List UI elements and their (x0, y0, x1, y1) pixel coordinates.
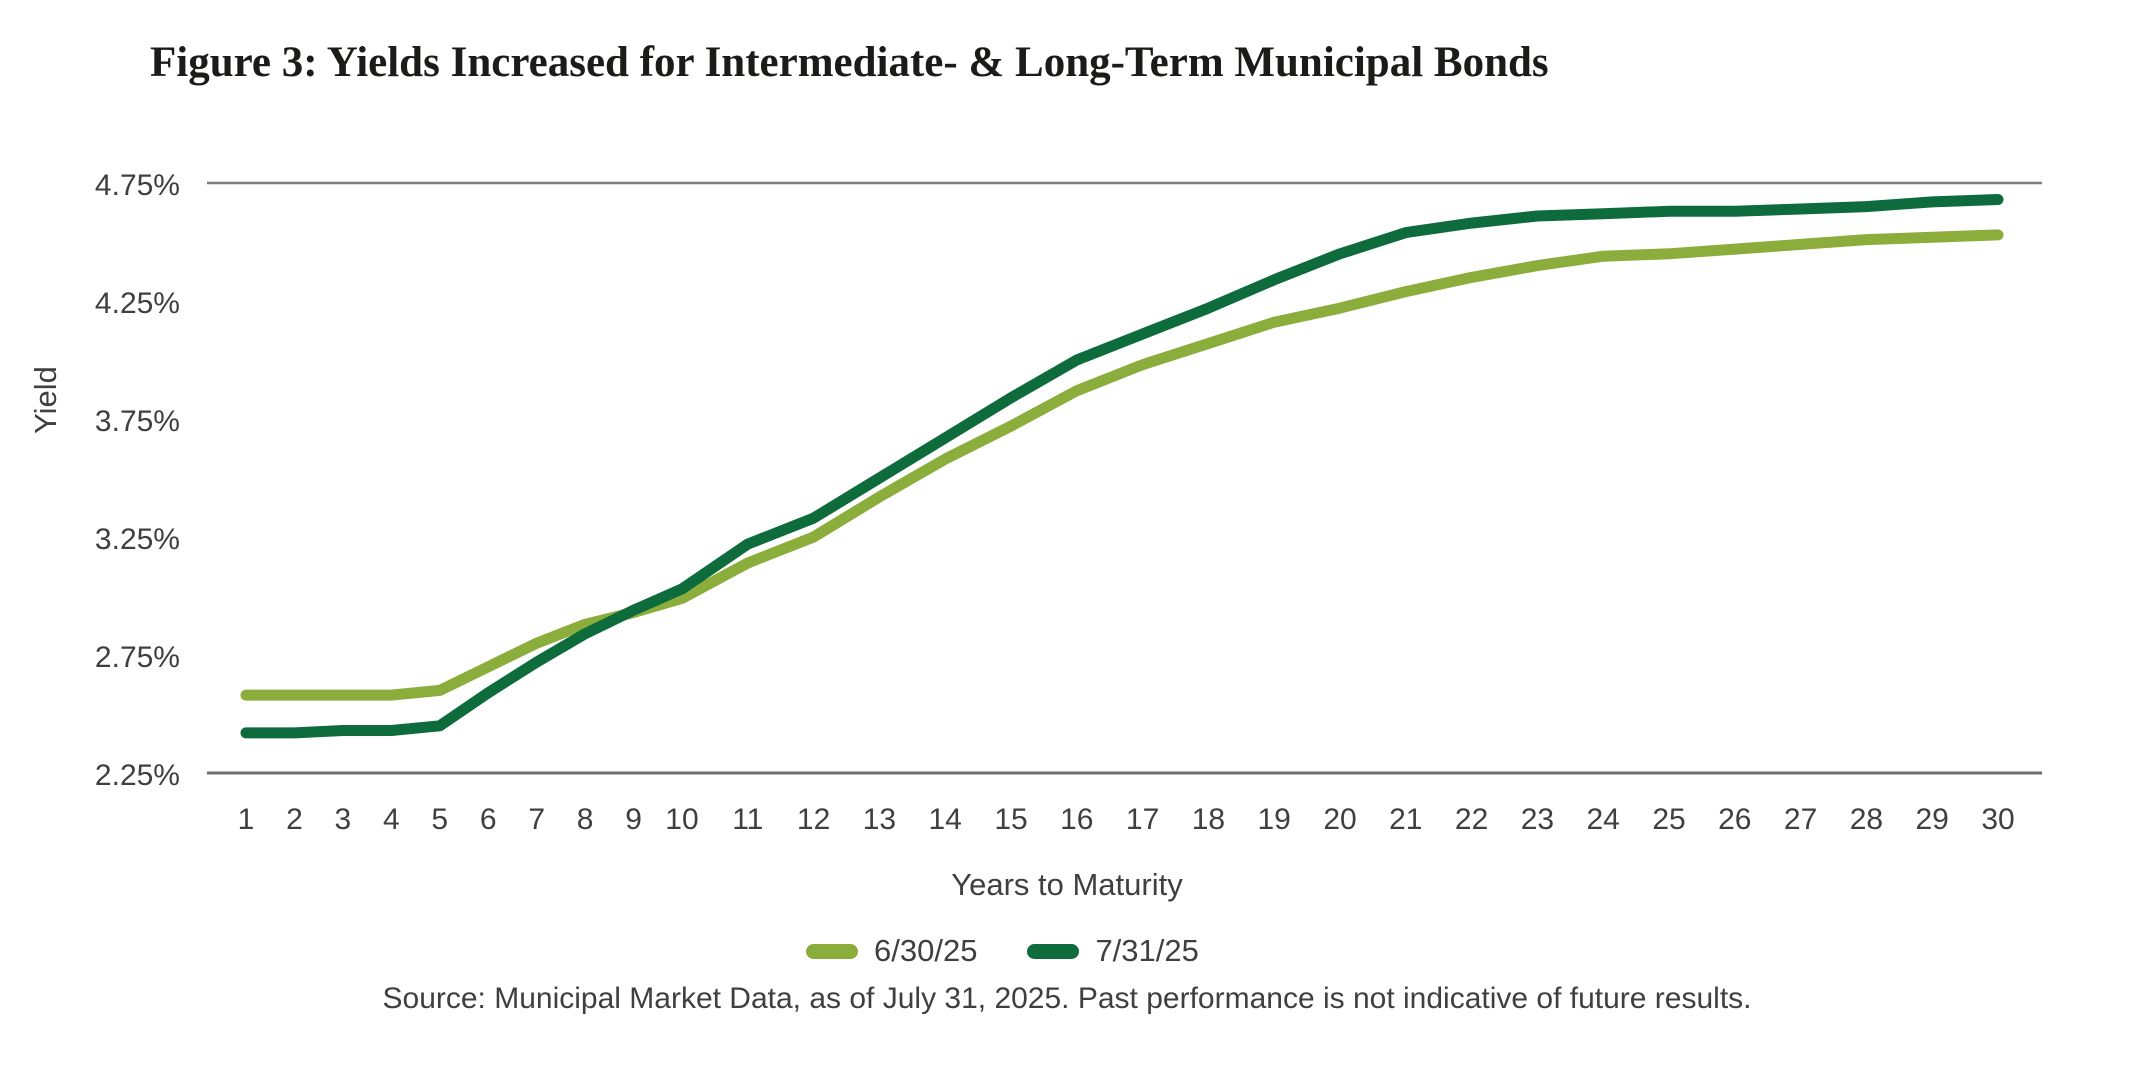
x-tick-label: 22 (1454, 803, 1489, 836)
x-tick-label: 16 (1060, 803, 1094, 836)
x-tick-label: 8 (576, 803, 594, 836)
x-tick-label: 21 (1389, 803, 1423, 836)
legend-item-6-30-25: 6/30/25 (806, 933, 977, 969)
x-tick-label: 27 (1783, 803, 1818, 836)
x-tick-label: 10 (665, 803, 699, 836)
x-tick-label: 1 (237, 803, 255, 836)
x-tick-label: 9 (625, 803, 642, 836)
y-axis-title: Yield (28, 366, 63, 434)
x-tick-label: 4 (382, 803, 400, 836)
x-tick-label: 30 (1981, 803, 2015, 836)
x-tick-label: 29 (1915, 803, 1949, 836)
x-tick-label: 11 (732, 803, 764, 836)
chart-title: Figure 3: Yields Increased for Intermedi… (150, 39, 1549, 86)
y-tick-label: 4.25% (94, 287, 180, 320)
y-tick-label: 4.75% (94, 169, 180, 202)
x-tick-label: 6 (479, 803, 497, 836)
source-attribution: Source: Municipal Market Data, as of Jul… (382, 982, 1752, 1015)
x-tick-label: 12 (796, 803, 831, 836)
y-tick-label: 2.75% (94, 641, 180, 674)
x-tick-label: 24 (1586, 803, 1620, 836)
x-tick-label: 14 (928, 803, 962, 836)
x-tick-label: 19 (1257, 803, 1291, 836)
y-tick-label: 3.25% (94, 523, 180, 556)
series-line-6-30-25 (240, 229, 2004, 701)
x-tick-label: 18 (1191, 803, 1226, 836)
legend-label-0: 6/30/25 (874, 933, 978, 968)
x-tick-label: 17 (1125, 803, 1160, 836)
legend: 6/30/25 7/31/25 (806, 928, 1199, 974)
x-tick-label: 7 (528, 803, 545, 836)
x-tick-label: 23 (1520, 803, 1555, 836)
x-tick-label: 3 (334, 803, 352, 836)
x-tick-label: 15 (994, 803, 1028, 836)
x-tick-label: 28 (1849, 803, 1884, 836)
legend-swatch-1 (1027, 943, 1080, 959)
x-tick-label: 13 (862, 803, 897, 836)
x-tick-label: 26 (1718, 803, 1752, 836)
x-tick-label: 20 (1323, 803, 1357, 836)
x-tick-label: 25 (1652, 803, 1686, 836)
y-tick-label: 3.75% (94, 405, 180, 438)
x-tick-label: 2 (286, 803, 303, 836)
legend-item-7-31-25: 7/31/25 (1027, 933, 1199, 969)
x-axis-title: Years to Maturity (951, 867, 1183, 902)
y-tick-label: 2.25% (94, 759, 180, 792)
series-line-7-31-25 (240, 194, 2004, 739)
legend-swatch-0 (806, 943, 858, 959)
legend-label-1: 7/31/25 (1095, 933, 1199, 968)
x-tick-label: 5 (431, 803, 449, 836)
